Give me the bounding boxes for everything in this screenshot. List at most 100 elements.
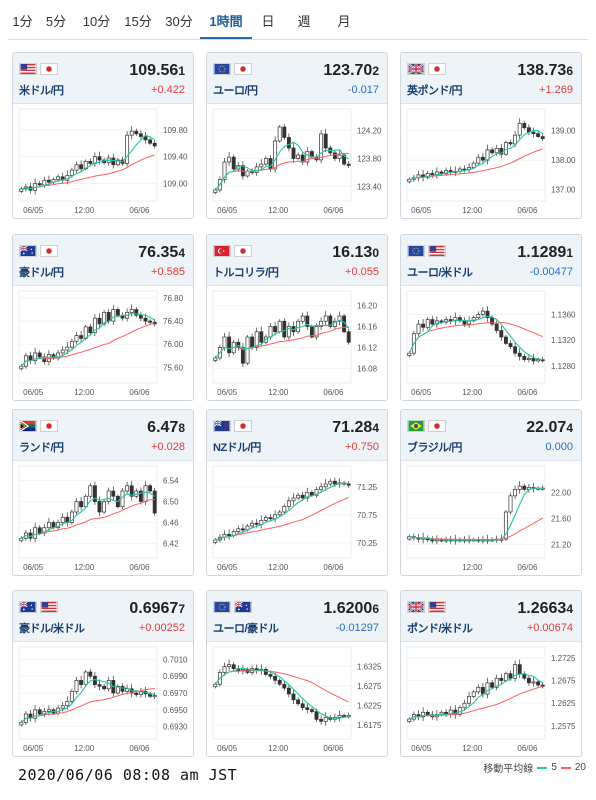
ma20-line [21,499,155,539]
candle [286,687,291,695]
plot-area [18,465,158,559]
tab-4[interactable]: 30分 [165,14,193,29]
rate-card[interactable]: ブラジル/円 22.074 0.000 22.00 21.60 21.20 12:00 06/… [400,409,582,576]
candle [503,336,508,344]
candle [513,134,518,145]
y-tick-label: 1.2725 [551,654,576,663]
currency-pair-name[interactable]: ブラジル/円 [407,442,462,454]
currency-flags [407,245,446,257]
current-rate: 138.736 [517,62,573,80]
candle [480,156,485,161]
rate-change: +0.422 [151,84,185,96]
tab-6[interactable]: 日 [261,14,275,29]
tab-8[interactable]: 月 [337,14,351,29]
tab-0[interactable]: 1分 [12,14,33,29]
rate-card[interactable]: トルコリラ/円 16.130 +0.055 16.20 16.16 16.12 16.08 0… [206,234,388,401]
candle [273,326,278,333]
rate-card[interactable]: 米ドル/円 109.561 +0.422 109.80 109.40 109.00 06/0… [12,52,194,219]
x-tick-label: 06/06 [517,206,538,215]
rate-change: 0.000 [545,441,573,453]
candle [138,490,143,502]
rate-chart: 124.20 123.80 123.40 06/05 12:00 06/06 [212,108,382,215]
y-tick-label: 0.7010 [163,655,188,664]
candle [88,326,93,334]
x-tick-label: 06/05 [411,744,432,753]
rate-card-header: 豪ドル/円 76.354 +0.585 [13,235,193,286]
currency-pair-name[interactable]: 豪ドル/米ドル [19,623,85,635]
rate-card[interactable]: 豪ドル/円 76.354 +0.585 76.80 76.40 76.00 75.60 06/… [12,234,194,401]
candle [273,676,278,681]
rate-card[interactable]: 英ポンド/円 138.736 +1.269 139.00 138.00 137.00 06/… [400,52,582,219]
rate-card[interactable]: ランド/円 6.478 +0.028 6.54 6.50 6.46 6.42 06/05 12:… [12,409,194,576]
y-tick-label: 1.6275 [357,682,382,691]
candle [245,170,250,177]
flag-jp-icon [234,420,252,432]
x-tick-label: 06/05 [23,744,44,753]
candle [129,309,134,313]
currency-pair-name[interactable]: 英ポンド/円 [407,85,463,97]
plot-area [406,108,546,202]
tab-5[interactable]: 1時間 [200,8,252,39]
candle [250,522,255,527]
candle [444,170,449,174]
y-tick-label: 76.80 [163,294,184,303]
candle [125,485,130,492]
current-rate: 22.074 [526,419,573,437]
currency-flags [19,63,58,75]
currency-pair-name[interactable]: 豪ドル/円 [19,267,64,279]
rate-chart: 139.00 138.00 137.00 06/05 12:00 06/06 [406,108,576,215]
moving-average-legend: 移動平均線 5 20 [483,760,586,775]
rate-change: -0.01297 [335,622,379,634]
x-tick-label: 12:00 [462,388,483,397]
currency-pair-name[interactable]: ユーロ/豪ドル [213,623,279,635]
currency-pair-name[interactable]: NZドル/円 [213,442,261,454]
candle [526,357,531,360]
rate-card[interactable]: ユーロ/豪ドル 1.62006 -0.01297 1.6325 1.6275 1.6225… [206,590,388,757]
candle [323,315,328,322]
candle [476,686,481,693]
candle [138,133,143,137]
rate-card[interactable]: 豪ドル/米ドル 0.69677 +0.00252 0.7010 0.6990 0.6970… [12,590,194,757]
y-tick-label: 0.6950 [163,706,188,715]
currency-pair-name[interactable]: 米ドル/円 [19,85,64,97]
candle [425,319,430,328]
candle [462,320,467,325]
candle [129,485,134,497]
currency-pair-name[interactable]: トルコリラ/円 [213,267,279,279]
currency-pair-name[interactable]: ポンド/米ドル [407,623,473,635]
rate-last-digit: 8 [178,421,185,435]
tab-3[interactable]: 15分 [124,14,152,29]
rate-card[interactable]: ポンド/米ドル 1.26634 +0.00674 1.2725 1.2675 1.2625… [400,590,582,757]
candle [111,490,116,497]
y-tick-label: 6.54 [163,477,179,486]
tab-2[interactable]: 10分 [82,14,111,29]
ma20-label: 20 [574,762,586,773]
tab-7[interactable]: 週 [297,14,311,29]
tab-1[interactable]: 5分 [45,14,67,29]
candle [291,497,296,502]
candle [97,684,102,687]
candle [115,309,120,316]
candle [79,501,84,508]
candle [346,163,351,166]
y-tick-label: 139.00 [551,127,576,136]
currency-pair-name[interactable]: ランド/円 [19,442,64,454]
candle [227,156,232,163]
candle [254,166,259,173]
candle [213,683,218,688]
candle [425,711,430,715]
rate-change: +0.00252 [138,622,185,634]
candle [430,539,435,542]
currency-pair-name[interactable]: ユーロ/円 [213,85,258,97]
rate-card[interactable]: NZドル/円 71.284 +0.750 71.25 70.75 70.25 06/05 12… [206,409,388,576]
candle [305,707,310,710]
candle [254,331,259,348]
currency-flags [407,63,446,75]
currency-pair-name[interactable]: ユーロ/米ドル [407,267,473,279]
rate-card[interactable]: ユーロ/米ドル 1.12891 -0.00477 1.1360 1.1320 1.1280… [400,234,582,401]
candle [425,173,430,178]
candle [453,317,458,322]
flag-us-icon [428,245,446,257]
rate-card[interactable]: ユーロ/円 123.702 -0.017 124.20 123.80 123.40 06/0… [206,52,388,219]
y-tick-label: 21.60 [551,514,572,523]
